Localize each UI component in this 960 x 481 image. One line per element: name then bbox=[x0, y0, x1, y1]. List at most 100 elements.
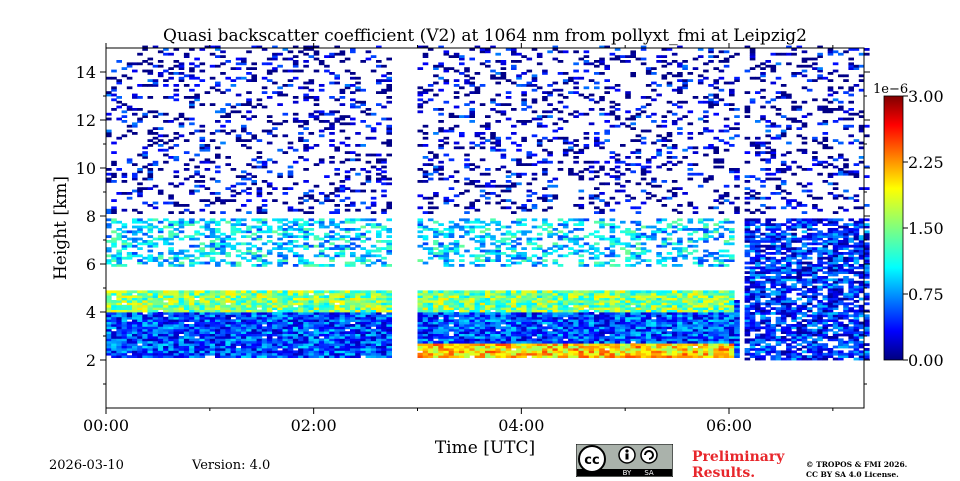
heatmap-cell bbox=[562, 141, 569, 145]
heatmap-cell bbox=[485, 115, 491, 118]
heatmap-cell bbox=[282, 84, 289, 87]
heatmap-cell bbox=[344, 115, 351, 118]
heatmap-cell bbox=[386, 240, 392, 243]
heatmap-cell bbox=[609, 309, 616, 313]
heatmap-cell bbox=[365, 292, 372, 296]
heatmap-cell bbox=[111, 340, 117, 344]
heatmap-cell bbox=[303, 340, 309, 344]
heatmap-cell bbox=[266, 132, 273, 135]
heatmap-cell bbox=[157, 64, 164, 68]
heatmap-cell bbox=[313, 355, 320, 358]
heatmap-cell bbox=[459, 350, 465, 354]
heatmap-cell bbox=[344, 295, 351, 298]
heatmap-cell bbox=[163, 218, 169, 222]
heatmap-cell bbox=[485, 249, 491, 253]
heatmap-cell bbox=[168, 321, 174, 325]
heatmap-cell bbox=[339, 117, 346, 121]
heatmap-cell bbox=[152, 350, 159, 354]
heatmap-cell bbox=[438, 232, 444, 236]
heatmap-cell bbox=[215, 302, 221, 306]
heatmap-cell bbox=[376, 348, 382, 351]
heatmap-cell bbox=[511, 328, 517, 332]
heatmap-cell bbox=[292, 254, 299, 258]
heatmap-cell bbox=[542, 69, 548, 73]
heatmap-cell bbox=[334, 348, 340, 351]
heatmap-cell bbox=[594, 60, 600, 63]
heatmap-cell bbox=[360, 225, 366, 229]
heatmap-cell bbox=[547, 309, 553, 313]
heatmap-cell bbox=[536, 300, 543, 303]
heatmap-cell bbox=[157, 307, 164, 310]
heatmap-cell bbox=[609, 124, 616, 128]
heatmap-cell bbox=[266, 79, 273, 82]
heatmap-cell bbox=[329, 96, 335, 99]
heatmap-cell bbox=[568, 168, 574, 171]
heatmap-cell bbox=[505, 136, 512, 140]
heatmap-cell bbox=[163, 312, 169, 315]
heatmap-cell bbox=[547, 223, 553, 226]
heatmap-cell bbox=[453, 336, 460, 339]
heatmap-cell bbox=[495, 141, 501, 145]
heatmap-cell bbox=[303, 98, 309, 102]
heatmap-cell bbox=[568, 148, 574, 152]
heatmap-cell bbox=[173, 64, 180, 68]
heatmap-cell bbox=[277, 220, 283, 224]
heatmap-cell bbox=[287, 170, 294, 174]
heatmap-cell bbox=[329, 192, 335, 195]
heatmap-cell bbox=[152, 355, 159, 358]
heatmap-cell bbox=[246, 252, 252, 255]
heatmap-cell bbox=[111, 300, 117, 303]
heatmap-cell bbox=[474, 184, 481, 188]
heatmap-cell bbox=[511, 254, 517, 258]
heatmap-cell bbox=[287, 304, 294, 308]
heatmap-cell bbox=[277, 304, 283, 308]
heatmap-cell bbox=[448, 319, 455, 322]
heatmap-cell bbox=[526, 352, 533, 356]
heatmap-cell bbox=[303, 168, 309, 171]
heatmap-cell bbox=[173, 84, 180, 87]
heatmap-cell bbox=[552, 350, 559, 354]
heatmap-cell bbox=[620, 247, 626, 250]
heatmap-cell bbox=[225, 235, 231, 238]
heatmap-cell bbox=[479, 84, 486, 87]
heatmap-cell bbox=[562, 153, 569, 157]
heatmap-cell bbox=[479, 326, 486, 330]
heatmap-cell bbox=[552, 48, 559, 51]
heatmap-cell bbox=[261, 328, 268, 332]
heatmap-cell bbox=[490, 348, 496, 351]
heatmap-cell bbox=[173, 98, 180, 102]
heatmap-cell bbox=[588, 348, 595, 351]
heatmap-cell bbox=[505, 237, 512, 241]
heatmap-cell bbox=[303, 194, 309, 198]
heatmap-cell bbox=[266, 324, 273, 327]
heatmap-cell bbox=[469, 228, 475, 231]
heatmap-cell bbox=[339, 237, 346, 241]
heatmap-cell bbox=[215, 84, 221, 87]
heatmap-cell bbox=[542, 110, 548, 114]
heatmap-cell bbox=[526, 237, 533, 241]
heatmap-cell bbox=[111, 319, 117, 322]
heatmap-cell bbox=[350, 290, 356, 294]
heatmap-cell bbox=[313, 312, 320, 315]
heatmap-cell bbox=[350, 309, 356, 313]
heatmap-cell bbox=[282, 261, 289, 265]
heatmap-cell bbox=[178, 252, 185, 255]
heatmap-cell bbox=[568, 350, 574, 354]
heatmap-cell bbox=[261, 218, 268, 222]
heatmap-cell bbox=[225, 60, 231, 63]
heatmap-cell bbox=[292, 208, 299, 212]
heatmap-cell bbox=[256, 314, 263, 318]
heatmap-cell bbox=[557, 319, 564, 322]
heatmap-cell bbox=[474, 220, 481, 224]
heatmap-cell bbox=[220, 343, 226, 346]
heatmap-cell bbox=[464, 163, 470, 166]
heatmap-cell bbox=[318, 343, 325, 346]
heatmap-cell bbox=[152, 314, 159, 318]
heatmap-cell bbox=[111, 141, 117, 145]
heatmap-cell bbox=[116, 348, 122, 351]
heatmap-cell bbox=[485, 64, 491, 68]
heatmap-cell bbox=[443, 50, 450, 54]
heatmap-cell bbox=[588, 343, 595, 346]
heatmap-cell bbox=[256, 249, 263, 253]
heatmap-cell bbox=[230, 314, 237, 318]
